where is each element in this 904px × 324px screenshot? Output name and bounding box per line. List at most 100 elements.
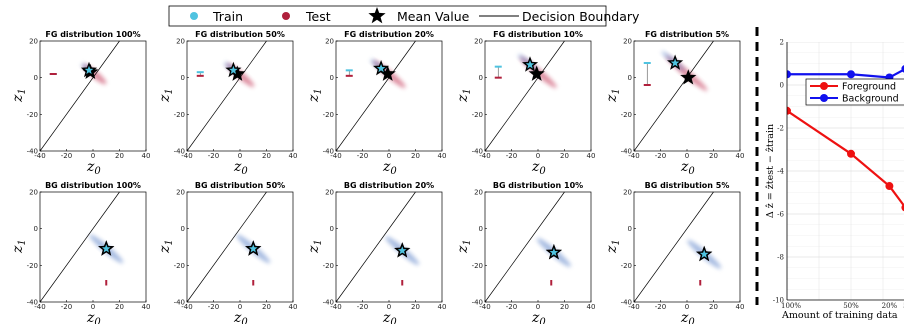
panel-frame [39,191,147,303]
x-tick-label: -40 [479,303,490,311]
test-mean-star [379,65,396,81]
y-axis-label: z1 [157,88,175,103]
plot-area [787,42,904,300]
y-tick-label: -20 [323,111,334,119]
y-tick-label: -40 [323,299,334,307]
y-tick-label: 0 [181,74,185,82]
y-axis-label: z1 [157,239,175,254]
train-mean-star-fill [229,65,238,74]
decision-boundary-line [186,191,267,303]
y-tick-label: 0 [330,225,334,233]
x-tick-label: -20 [208,152,219,160]
y-tick-label: -20 [27,262,38,270]
x-tick-label: -20 [208,303,219,311]
y-tick-label: -20 [174,262,185,270]
y-tick-label: -20 [472,262,483,270]
test-bar [252,280,255,286]
train-bar [494,65,502,68]
panel-fg-0: FG distribution 100% -40 -20 0 20 40 -40 -20 0 20… [10,30,150,177]
x-axis-label: z0 [531,159,546,177]
panel-bg-3: BG distribution 10% -40 -20 0 20 40 -40 -20 0 20 z… [455,181,595,324]
y-tick-label: 0 [34,74,38,82]
series-point-foreground [847,149,855,158]
train-mean-star-fill [525,60,535,69]
y-tick-label: 0 [181,225,185,233]
y-tick-label: 0 [628,225,632,233]
y-axis-label: z1 [10,239,28,254]
legend: Train Test Mean Value Decision Boundary [168,5,640,27]
test-bar [105,280,108,286]
x-axis-label: z0 [680,310,695,324]
x-tick-label: 0 [536,152,540,160]
legend-boundary-label: Decision Boundary [522,9,640,24]
panel-frame [186,40,294,152]
test-bar [345,74,353,77]
x-tick-label: -40 [479,152,490,160]
x-tick-label: -20 [357,303,368,311]
y-tick-label: 0 [330,74,334,82]
y-tick-label: -20 [472,111,483,119]
x-tick-label: 0 [685,152,689,160]
series-point-foreground [901,203,904,212]
y-tick-label: -6 [777,211,784,219]
x-tick-label: 0 [238,152,242,160]
panel-frame [633,191,741,303]
y-axis-label: z1 [455,88,473,103]
x-tick-label: 0 [536,303,540,311]
decision-boundary-line [335,40,416,152]
panel-title: BG distribution 5% [645,181,730,190]
x-tick-label: 0 [238,303,242,311]
y-tick-label: -20 [621,262,632,270]
series-point-background [847,70,855,79]
series-point-background [901,65,904,73]
panel-title: BG distribution 100% [45,181,141,190]
y-tick-label: 0 [479,225,483,233]
y-tick-label: 0 [34,225,38,233]
panel-fg-1: FG distribution 50% -40 -20 0 20 40 -40 -20 0 20 z… [157,30,297,177]
x-tick-label: 40 [438,303,447,311]
legend-test-label: Test [305,9,331,24]
x-tick-label: 40 [142,152,151,160]
test-bar [196,74,204,77]
panel-title: BG distribution 20% [344,181,434,190]
line-legend-label: Foreground [842,82,896,93]
x-tick-label: 0 [91,303,95,311]
x-axis-label: z0 [86,159,101,177]
x-tick-label: 20 [262,303,271,311]
line-legend-marker [820,82,828,90]
y-tick-label: -40 [621,299,632,307]
train-bar [196,71,204,74]
y-tick-label: -40 [174,148,185,156]
y-tick-label: -40 [27,148,38,156]
panel-fg-3: FG distribution 10% -40 -20 0 20 40 -40 -20 0 20 z… [455,30,595,177]
train-mean-star-fill [699,249,709,258]
panel-frame [484,40,592,152]
decision-boundary-line [335,191,416,303]
x-tick-label: 20 [411,303,420,311]
panel-frame [633,40,741,152]
legend-mean-label: Mean Value [397,9,470,24]
x-tick-label: 0 [685,303,689,311]
legend-frame [168,5,607,27]
y-tick-label: -2 [777,125,784,133]
y-tick-label: 20 [474,189,483,197]
decision-boundary-line [39,40,120,152]
panel-fg-2: FG distribution 20% -40 -20 0 20 40 -40 -20 0 20 z… [306,30,446,177]
y-tick-label: -40 [621,148,632,156]
x-tick-label: 50% [843,302,859,310]
line-legend-label: Background [842,94,899,105]
y-tick-label: 20 [176,189,185,197]
y-tick-label: 20 [325,189,334,197]
y-tick-label: -40 [27,299,38,307]
panel-title: BG distribution 10% [493,181,583,190]
x-axis-label: z0 [233,310,248,324]
panel-bg-0: BG distribution 100% -40 -20 0 20 40 -40 -20 0 20… [10,181,150,324]
y-tick-label: 0 [780,82,784,90]
decision-boundary-line [484,191,565,303]
y-tick-label: 20 [623,38,632,46]
x-tick-label: 40 [142,303,151,311]
y-tick-label: 20 [623,189,632,197]
decision-boundary-line [186,40,267,152]
x-tick-label: -40 [34,303,45,311]
x-tick-label: 20 [115,152,124,160]
